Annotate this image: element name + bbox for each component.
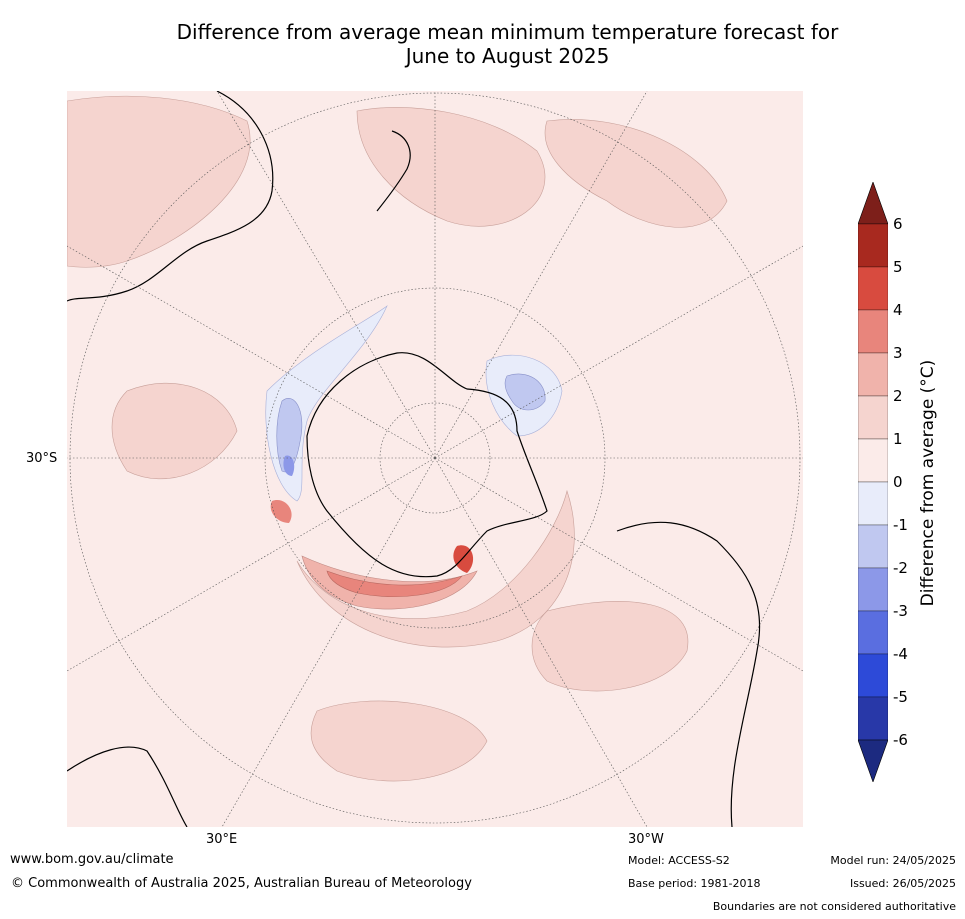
new-zealand-coastline [376, 130, 411, 212]
colorbar-tick-label: 6 [893, 215, 903, 233]
africa-coastline [67, 746, 188, 827]
colorbar-segment [858, 309, 888, 354]
colorbar-tick-label: 0 [893, 473, 903, 491]
lat-label-30s: 30°S [26, 451, 58, 466]
colorbar-segment [858, 266, 888, 311]
colorbar-tick-label: -1 [893, 516, 908, 534]
antarctica-coastline [306, 352, 548, 578]
title-line-1: Difference from average mean minimum tem… [176, 20, 839, 44]
footer-model-run: Model run: 24/05/2025 [830, 854, 956, 867]
anomaly-patch-west-indian [111, 382, 238, 480]
graticule [67, 91, 803, 827]
anomaly-cool-indian-deep [283, 455, 295, 476]
colorbar-tick-label: 5 [893, 258, 903, 276]
footer-copyright: © Commonwealth of Australia 2025, Austra… [11, 876, 472, 891]
title-line-2: June to August 2025 [405, 44, 610, 68]
colorbar-tick-label: 4 [893, 301, 903, 319]
footer-disclaimer: Boundaries are not considered authoritat… [712, 900, 956, 913]
anomaly-warm-band [301, 555, 478, 610]
anomaly-patch-south-atlantic [310, 700, 488, 782]
colorbar-segment [858, 223, 888, 268]
colorbar-tick-label: 2 [893, 387, 903, 405]
chart-title: Difference from average mean minimum tem… [60, 20, 955, 68]
colorbar-segment [858, 352, 888, 397]
colorbar-segment [858, 696, 888, 741]
colorbar-segment [858, 567, 888, 612]
anomaly-patch-tasman [356, 107, 546, 227]
colorbar-segment [858, 395, 888, 440]
colorbar-tick-label: -6 [893, 731, 908, 749]
colorbar-segment [858, 524, 888, 569]
anomaly-patch-indian-ocean [67, 95, 251, 268]
anomaly-ring-southern-ocean [296, 489, 575, 648]
colorbar-tick-label: -5 [893, 688, 908, 706]
colorbar-segment [858, 438, 888, 483]
colorbar-tick-label: -4 [893, 645, 908, 663]
lon-label-30w: 30°W [628, 832, 664, 847]
colorbar-tick-label: 3 [893, 344, 903, 362]
footer-url: www.bom.gov.au/climate [10, 852, 174, 867]
anomaly-patch-atlantic [531, 601, 689, 692]
colorbar-segment [858, 610, 888, 655]
south-america-coastline [616, 521, 761, 827]
colorbar-extend-high [858, 182, 888, 225]
colorbar-title: Difference from average (°C) [918, 359, 938, 607]
colorbar-segment [858, 653, 888, 698]
map-canvas [67, 91, 803, 827]
footer-model: Model: ACCESS-S2 [628, 854, 730, 867]
anomaly-patch-pacific [544, 119, 728, 228]
colorbar-tick-label: 1 [893, 430, 903, 448]
footer-base-period: Base period: 1981-2018 [628, 877, 761, 890]
colorbar-extend-low [858, 739, 888, 782]
colorbar-segment [858, 481, 888, 526]
colorbar [858, 182, 888, 782]
colorbar-tick-label: -2 [893, 559, 908, 577]
colorbar-tick-label: -3 [893, 602, 908, 620]
australia-coastline [67, 91, 274, 302]
lon-label-30e: 30°E [206, 832, 238, 847]
anomaly-hot-core [326, 570, 463, 597]
anomaly-cool-pacific-core [504, 373, 546, 411]
polar-map [67, 91, 803, 827]
footer-issued: Issued: 26/05/2025 [849, 877, 956, 890]
